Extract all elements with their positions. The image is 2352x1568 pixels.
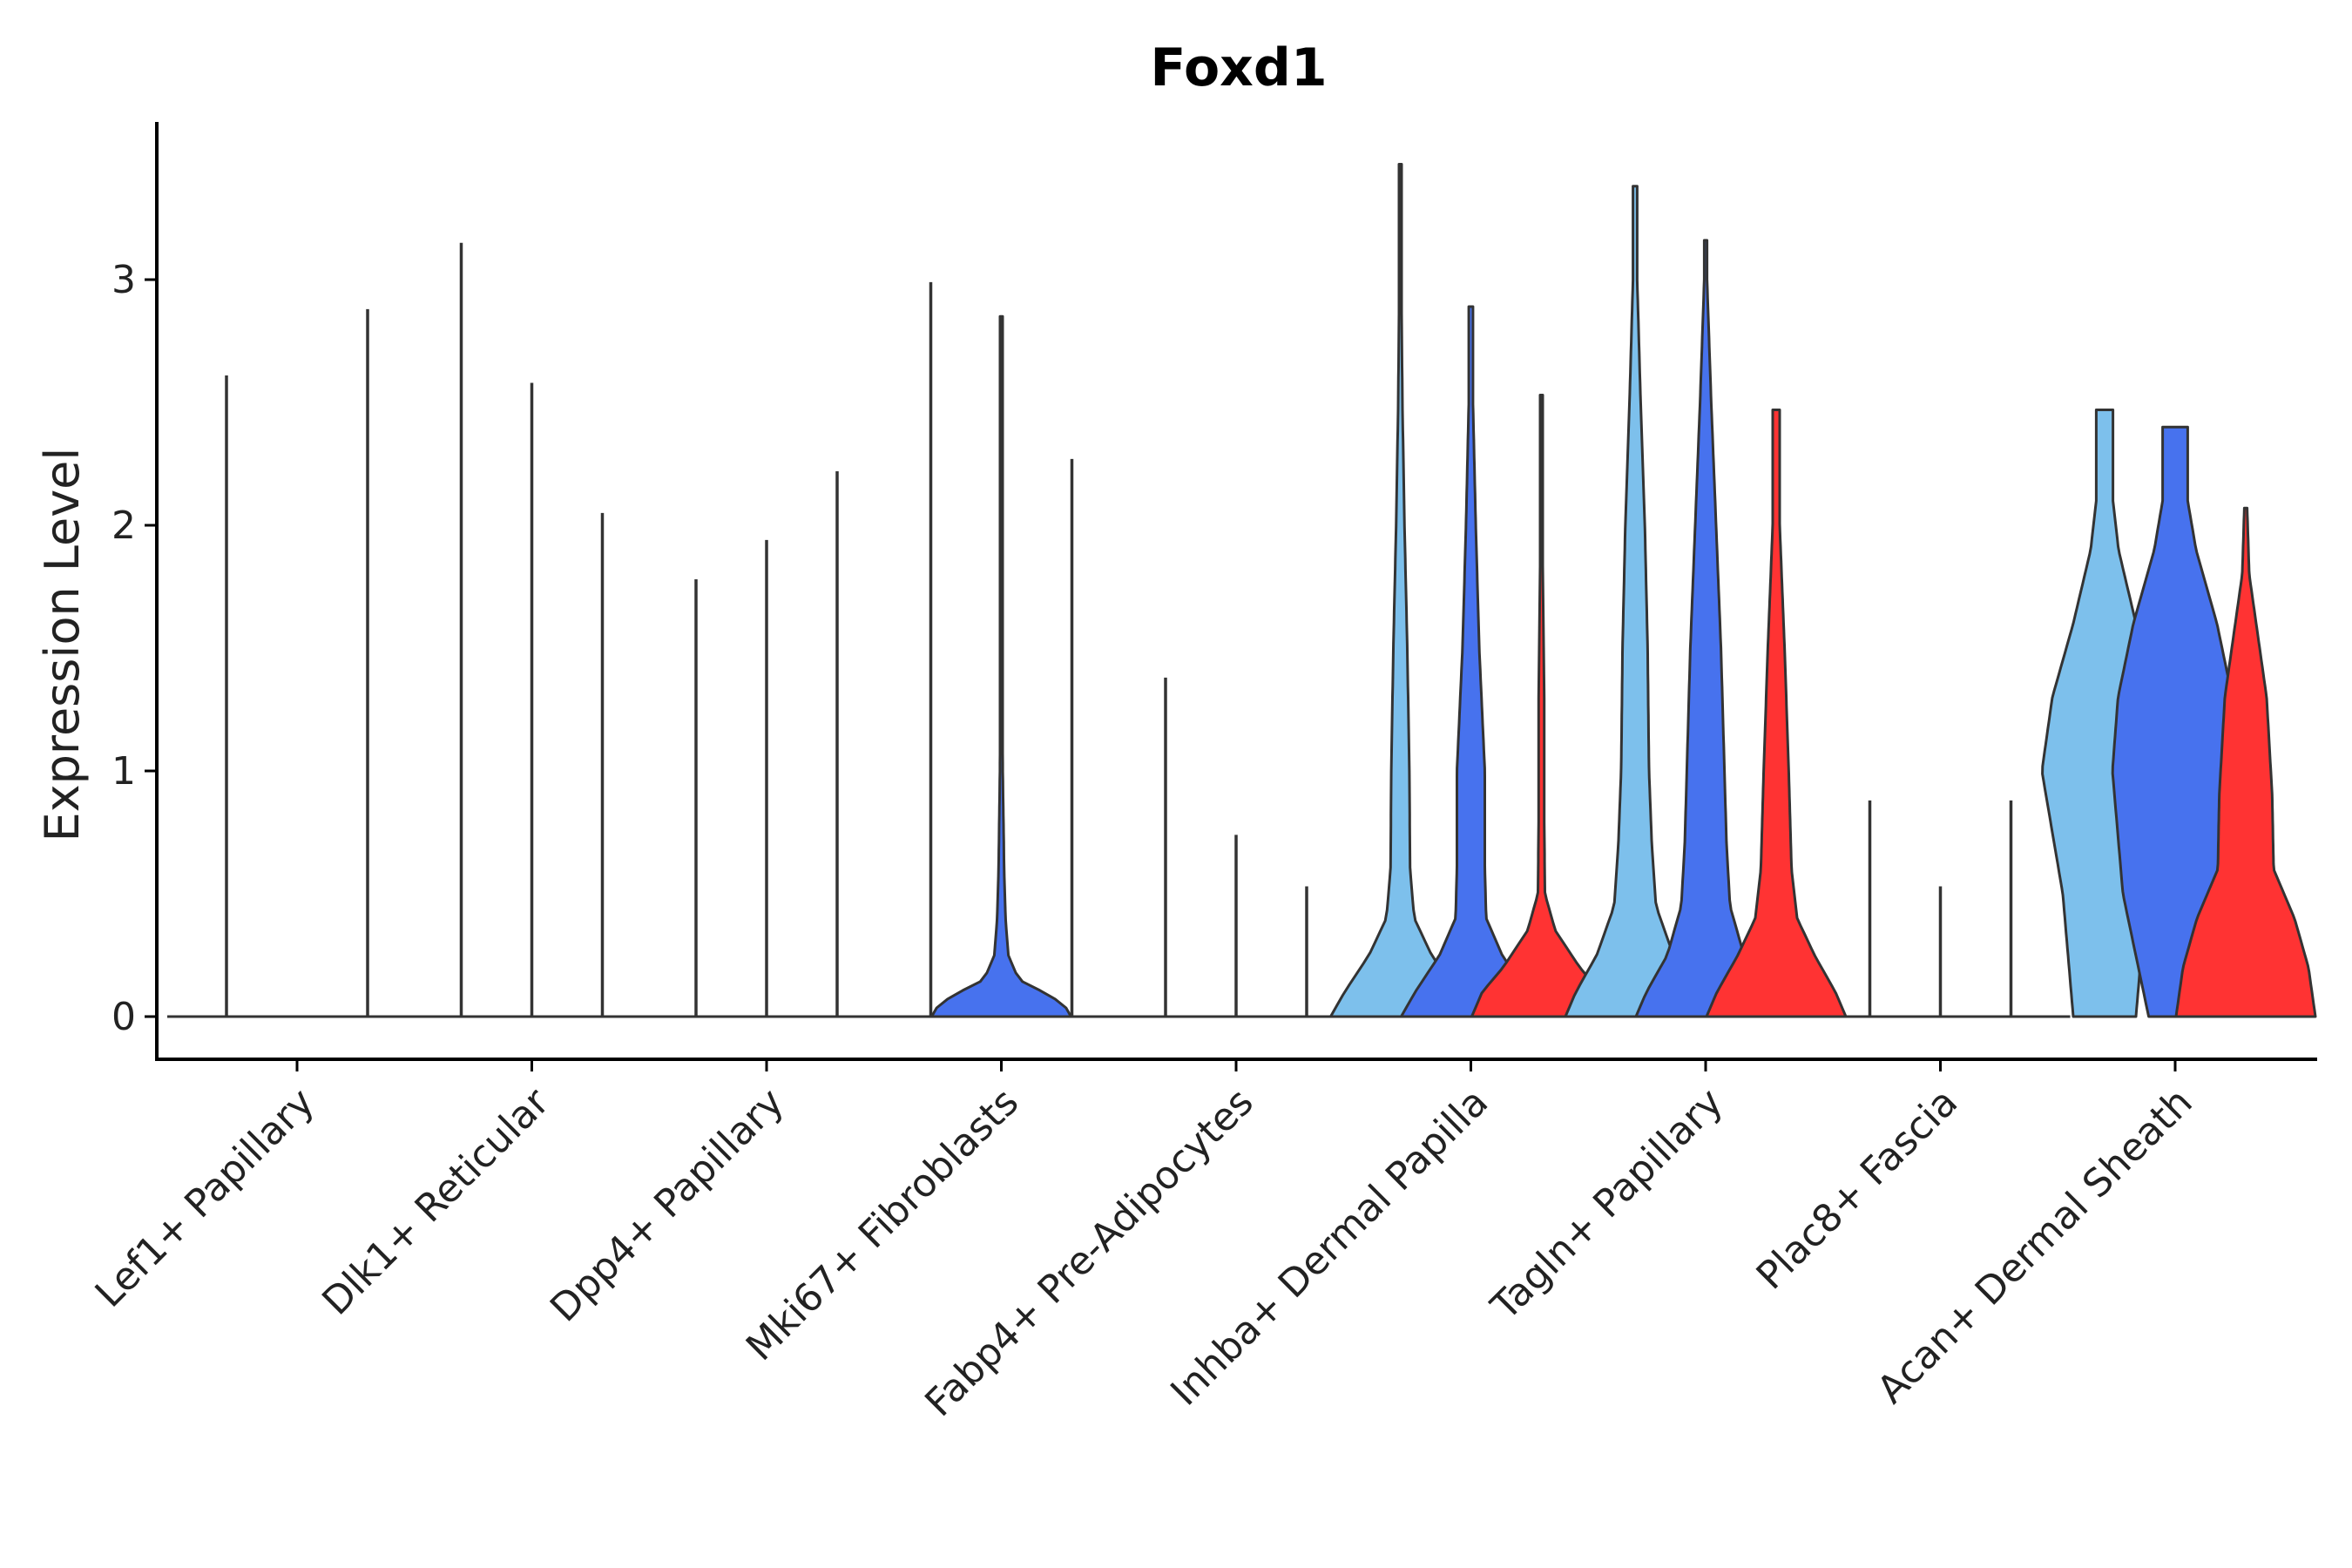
violin-7-3 (1705, 409, 1848, 1018)
x-category-label: Lef1+ Papillary (87, 1080, 323, 1316)
x-category-label: Tagln+ Papillary (1483, 1080, 1732, 1329)
violin-7-1 (1564, 185, 1707, 1018)
y-tick-label: 3 (112, 258, 136, 302)
x-category-label: Dlk1+ Reticular (314, 1079, 558, 1324)
violin-6-1 (1329, 163, 1471, 1018)
violin-6-3 (1470, 394, 1612, 1018)
x-category-label: Dpp4+ Papillary (542, 1080, 793, 1331)
y-tick-label: 0 (112, 995, 136, 1039)
violin-6-2 (1400, 305, 1542, 1018)
y-tick-label: 1 (112, 749, 136, 794)
violin-4-2 (930, 314, 1072, 1018)
y-tick-label: 2 (112, 504, 136, 548)
y-axis-label: Expression Level (35, 448, 90, 842)
violins-layer (167, 163, 2317, 1018)
chart-title: Foxd1 (1150, 37, 1327, 98)
violin-7-2 (1634, 239, 1777, 1018)
violin-9-3 (2174, 506, 2317, 1018)
x-category-label: Plac8+ Fascia (1748, 1080, 1967, 1299)
